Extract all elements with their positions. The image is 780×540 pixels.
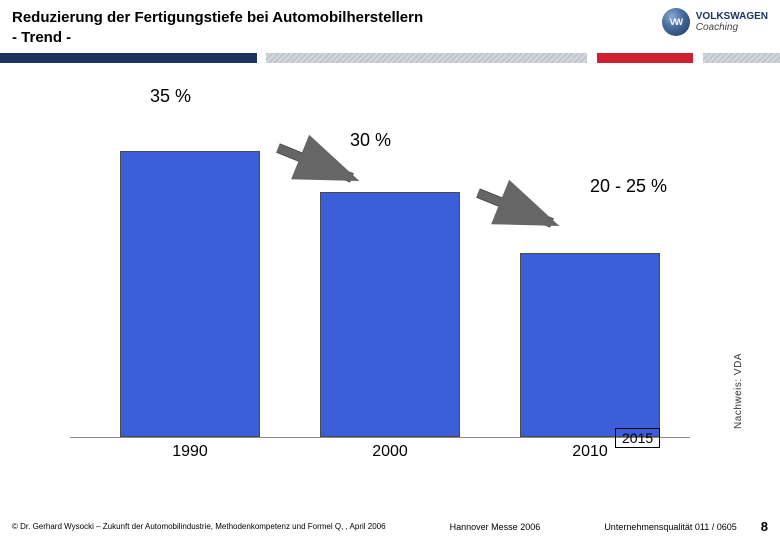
title-line-1: Reduzierung der Fertigungstiefe bei Auto… xyxy=(12,8,423,28)
footer-copyright: © Dr. Gerhard Wysocki – Zukunft der Auto… xyxy=(12,522,386,531)
vw-subbrand: Coaching xyxy=(696,22,768,33)
brand-stripe xyxy=(0,53,780,63)
source-label: Nachweis: VDA xyxy=(733,353,744,429)
chart: 19902000201035 %30 %20 - 25 %2015 Nachwe… xyxy=(30,73,750,478)
vw-brand: VOLKSWAGEN xyxy=(696,11,768,22)
footer-docref: Unternehmensqualität 011 / 0605 xyxy=(604,522,736,532)
x-tick-label: 2000 xyxy=(372,443,408,461)
footer: © Dr. Gerhard Wysocki – Zukunft der Auto… xyxy=(0,519,780,534)
vw-wordmark: VOLKSWAGEN Coaching xyxy=(696,11,768,33)
vw-logo: VW VOLKSWAGEN Coaching xyxy=(662,8,768,36)
footer-event: Hannover Messe 2006 xyxy=(450,522,541,532)
header: Reduzierung der Fertigungstiefe bei Auto… xyxy=(0,0,780,51)
x-tick-label: 2010 xyxy=(572,443,608,461)
x-tick-label: 1990 xyxy=(172,443,208,461)
vw-roundel-icon: VW xyxy=(662,8,690,36)
slide-title: Reduzierung der Fertigungstiefe bei Auto… xyxy=(12,8,423,47)
page-number: 8 xyxy=(761,519,768,534)
plot-area: 19902000201035 %30 %20 - 25 %2015 xyxy=(70,128,690,438)
title-line-2: - Trend - xyxy=(12,28,423,48)
